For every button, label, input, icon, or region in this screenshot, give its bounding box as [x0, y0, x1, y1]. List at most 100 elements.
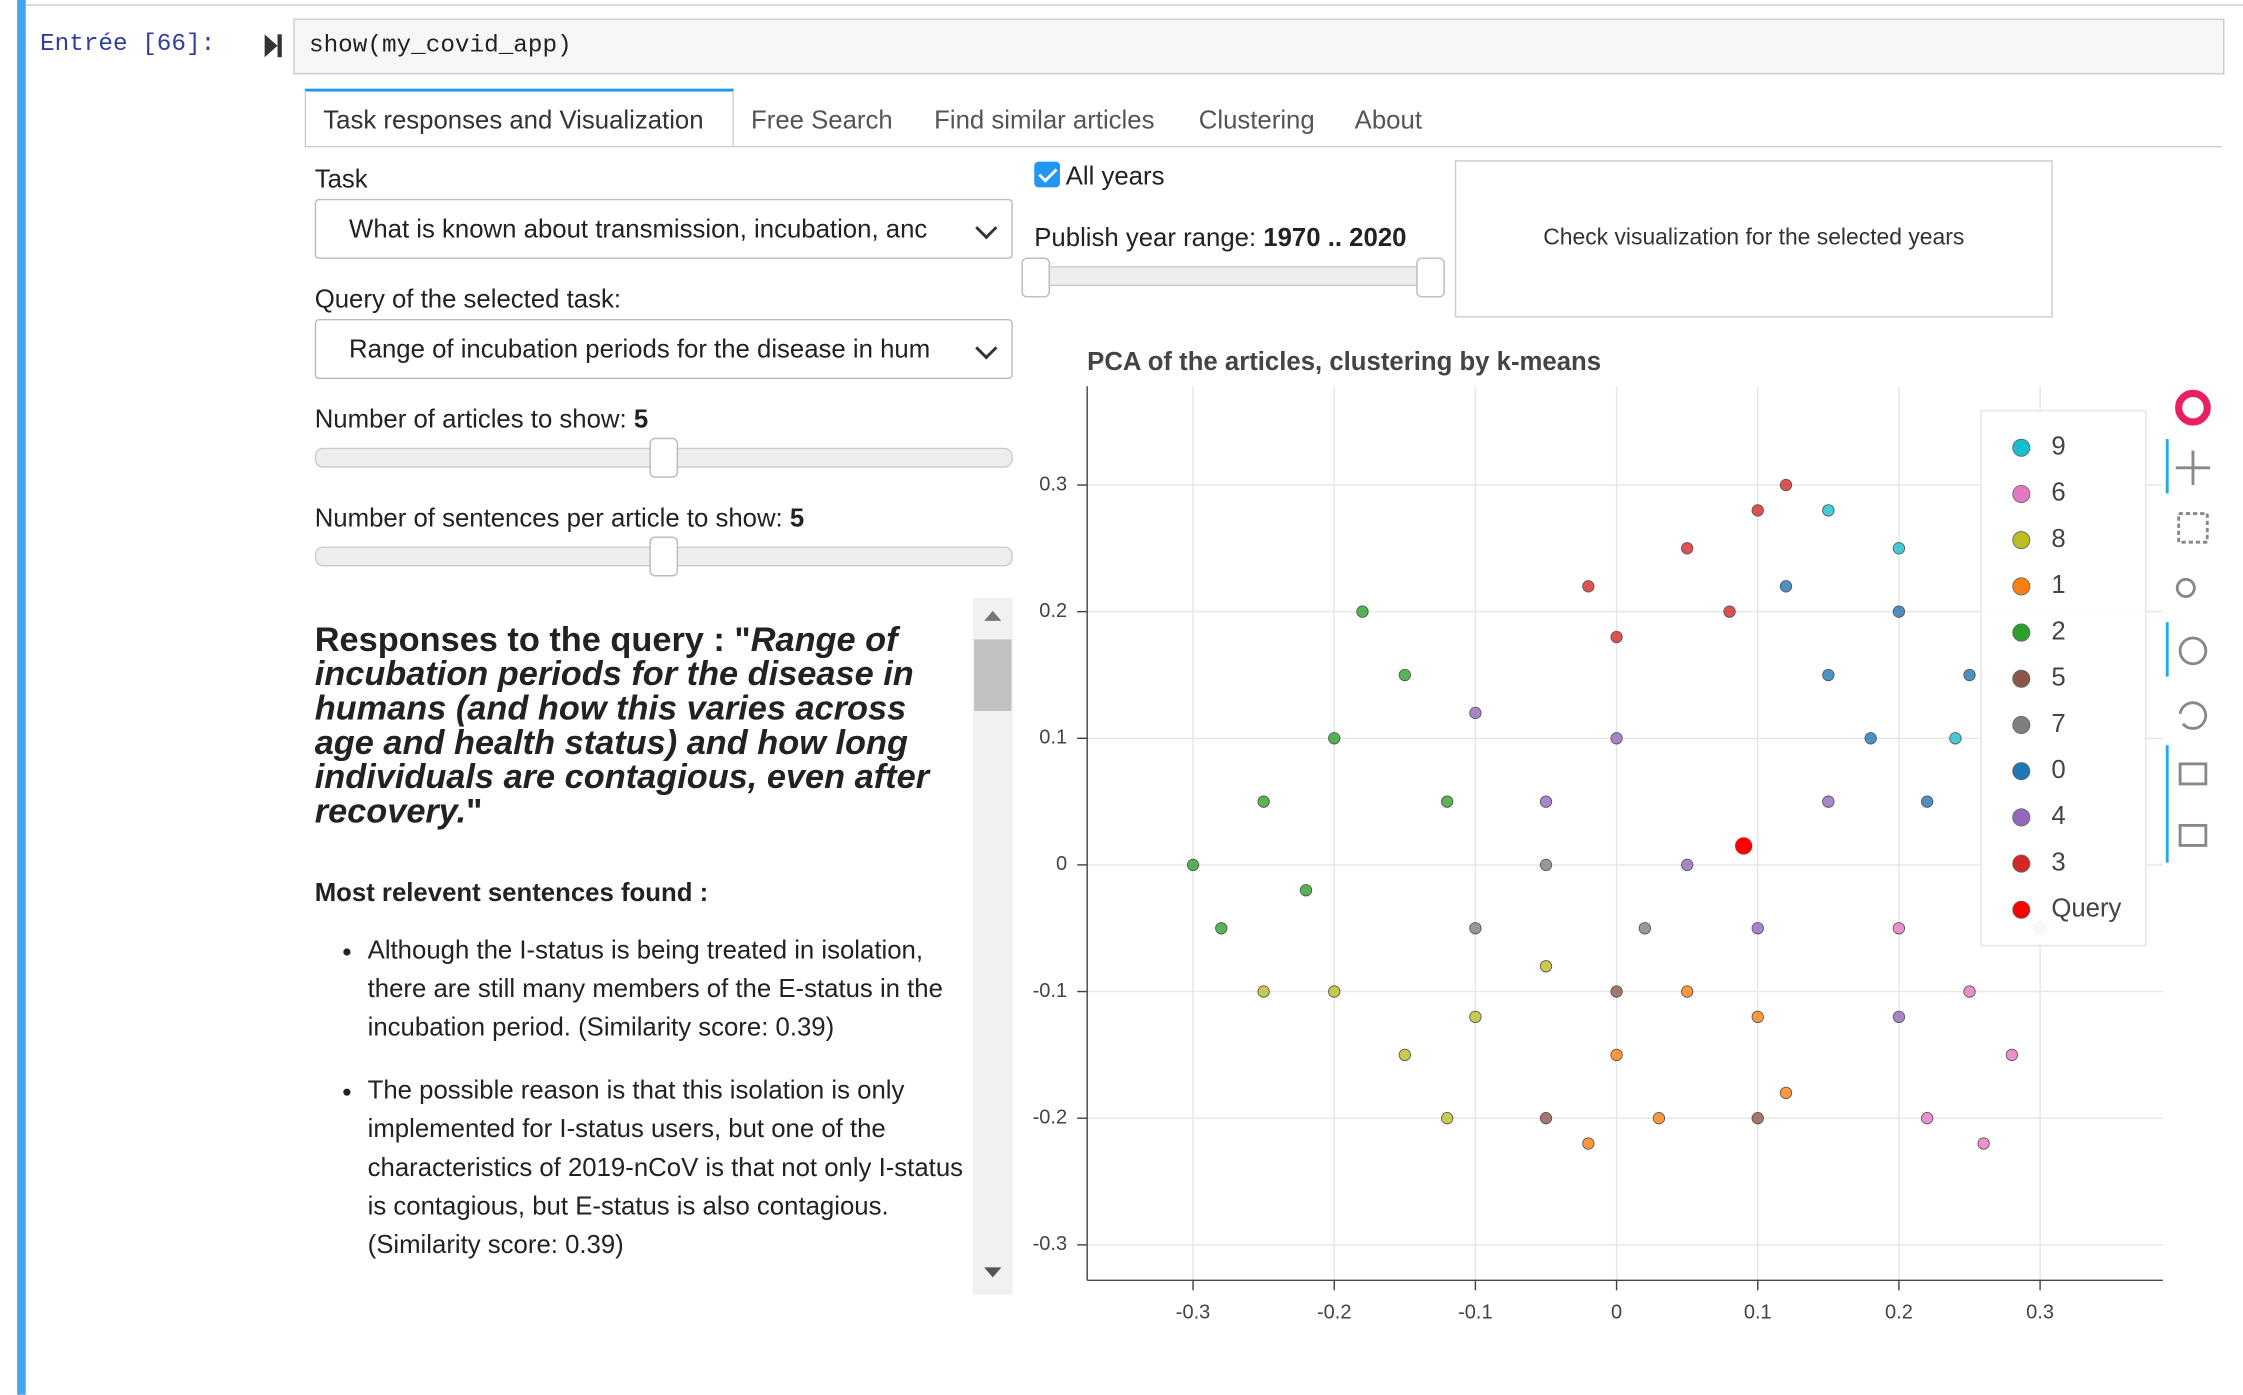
point	[1779, 1086, 1793, 1100]
query-point	[1735, 837, 1753, 855]
point	[1299, 884, 1313, 897]
zoom-tool[interactable]	[2177, 512, 2209, 544]
bokeh-logo[interactable]	[2175, 389, 2211, 426]
point	[1751, 504, 1764, 517]
cell-bar	[17, 0, 26, 1395]
tap-tool[interactable]	[2178, 636, 2208, 666]
point	[1822, 668, 1835, 682]
run-icon-bar	[277, 34, 282, 58]
legend-swatch	[2012, 900, 2031, 919]
scrollbar[interactable]	[972, 597, 1013, 1295]
label-value: 5	[789, 503, 805, 533]
run-icon[interactable]	[264, 34, 278, 58]
x-tick-label: -0.2	[1317, 1301, 1352, 1323]
button[interactable]: Check visualization for the selected yea…	[1454, 160, 2053, 318]
point	[1751, 1010, 1764, 1024]
point	[1779, 478, 1793, 492]
slider-thumb[interactable]	[649, 437, 679, 478]
query-select[interactable]: Range of incubation periods for the dise…	[314, 319, 1013, 380]
reset-tool[interactable]	[2178, 701, 2208, 730]
scroll-down[interactable]	[984, 1267, 1002, 1278]
point	[1681, 858, 1694, 872]
chevron	[975, 337, 998, 360]
legend-label: 0	[2051, 756, 2065, 784]
heading-query: Range of incubation periods for the dise…	[314, 620, 930, 832]
label: Publish year range: 1970 .. 2020	[1034, 223, 1406, 253]
point	[1539, 858, 1553, 872]
point	[1441, 1112, 1454, 1125]
point	[1892, 922, 1906, 935]
legend-swatch	[2012, 762, 2031, 781]
x-tick-label: -0.1	[1458, 1301, 1493, 1323]
responses: Responses to the query : "Range of incub…	[315, 601, 970, 1295]
heading-prefix: Responses to the query : "	[314, 620, 751, 660]
point	[1723, 605, 1736, 618]
tab[interactable]: Task responses and Visualization	[323, 105, 704, 135]
point	[1441, 795, 1454, 808]
checkbox-label: All years	[1065, 161, 1165, 191]
pan-tool[interactable]	[2175, 450, 2211, 485]
point	[1963, 668, 1976, 682]
point	[1921, 1112, 1934, 1125]
chart-title: PCA of the articles, clustering by k-mea…	[1087, 348, 1601, 376]
sentence: Although the I-status is being treated i…	[368, 931, 970, 1047]
sentence-list: Although the I-status is being treated i…	[315, 931, 970, 1264]
point	[1892, 605, 1906, 618]
slider-thumb[interactable]	[1021, 257, 1050, 298]
legend-label: 2	[2051, 617, 2065, 645]
point	[1610, 630, 1623, 644]
hover-tool[interactable]	[2178, 823, 2208, 847]
x-tick-label: 0.1	[1744, 1301, 1772, 1323]
slider-thumb[interactable]	[1416, 257, 1445, 298]
point	[1638, 922, 1651, 935]
select-value: Range of incubation periods for the dise…	[349, 334, 931, 364]
label: Number of sentences per article to show:…	[315, 504, 804, 534]
legend-label: 1	[2051, 571, 2065, 599]
point	[1822, 795, 1835, 808]
tab[interactable]: Find similar articles	[934, 105, 1155, 135]
x-tick-label: 0	[1611, 1301, 1622, 1323]
cell-border	[25, 4, 2243, 6]
tab[interactable]: Free Search	[751, 105, 893, 135]
scroll-thumb[interactable]	[974, 639, 1012, 711]
code-input[interactable]: show(my_covid_app)	[293, 18, 2225, 75]
legend-label: 5	[2051, 664, 2065, 692]
scroll-up[interactable]	[984, 610, 1002, 621]
y-tick-label: -0.1	[1033, 980, 1068, 1002]
tab-line	[304, 145, 2222, 148]
tab[interactable]: About	[1354, 105, 1422, 135]
hover-tool[interactable]	[2178, 762, 2208, 786]
point	[1779, 580, 1793, 593]
prompt: Entrée [66]:	[40, 31, 216, 59]
legend-swatch	[2012, 438, 2031, 457]
label-value: 5	[633, 404, 649, 434]
y-tick-label: 0.2	[1039, 600, 1067, 622]
point	[1610, 985, 1623, 998]
slider-thumb[interactable]	[649, 536, 679, 577]
legend-label: Query	[2051, 895, 2121, 923]
heading-suffix: "	[466, 792, 483, 832]
legend-swatch	[2012, 715, 2031, 734]
task-select[interactable]: What is known about transmission, incuba…	[314, 198, 1013, 259]
label: Number of articles to show: 5	[315, 405, 648, 435]
point	[1328, 985, 1341, 998]
tab[interactable]: Clustering	[1198, 105, 1315, 135]
legend-swatch	[2012, 854, 2031, 873]
point	[1892, 542, 1906, 555]
check	[1038, 163, 1058, 183]
checkbox[interactable]	[1034, 161, 1061, 188]
point	[1398, 668, 1411, 682]
point	[1963, 985, 1976, 998]
legend-label: 7	[2051, 710, 2065, 738]
point	[1328, 732, 1341, 745]
wheel-tool[interactable]	[2175, 577, 2196, 598]
point	[1186, 858, 1200, 872]
point	[1892, 1010, 1906, 1024]
point	[1652, 1112, 1666, 1125]
select-value: What is known about transmission, incuba…	[349, 214, 928, 244]
slider-track[interactable]	[1024, 266, 1445, 287]
legend-swatch	[2012, 669, 2031, 688]
point	[1257, 795, 1270, 808]
point	[1582, 1137, 1595, 1150]
legend-box	[1980, 409, 2147, 947]
